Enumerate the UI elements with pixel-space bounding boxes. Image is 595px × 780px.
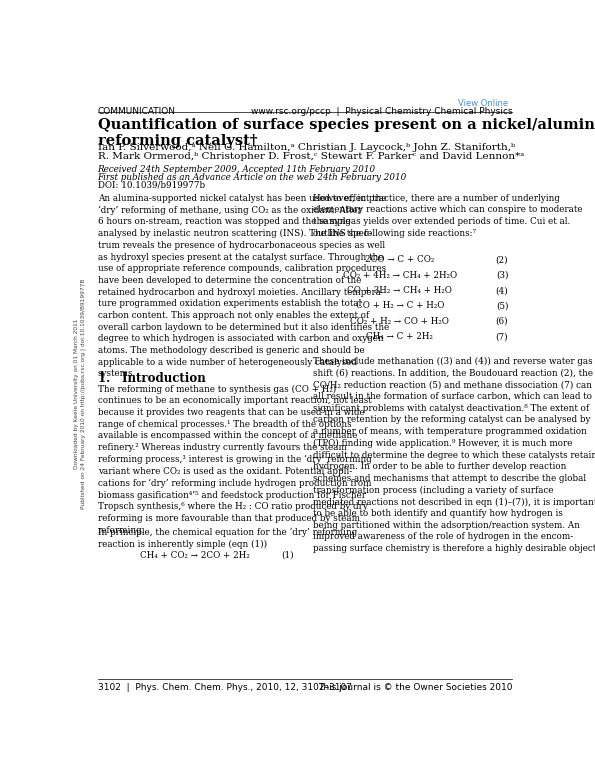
Text: In principle, the chemical equation for the ‘dry’ reforming
reaction is inherent: In principle, the chemical equation for … [98, 528, 357, 549]
Text: (2): (2) [496, 255, 508, 264]
Text: (5): (5) [496, 302, 508, 310]
Text: Ian P. Silverwood,ᵃ Neil G. Hamilton,ᵃ Christian J. Laycock,ᵇ John Z. Staniforth: Ian P. Silverwood,ᵃ Neil G. Hamilton,ᵃ C… [98, 143, 515, 152]
Text: CO + H₂ → C + H₂O: CO + H₂ → C + H₂O [356, 302, 444, 310]
Text: CO₂ + H₂ → CO + H₂O: CO₂ + H₂ → CO + H₂O [350, 317, 449, 326]
Text: DOI: 10.1039/b919977b: DOI: 10.1039/b919977b [98, 181, 205, 190]
Text: CH₄ → C + 2H₂: CH₄ → C + 2H₂ [367, 332, 433, 342]
Text: (3): (3) [496, 271, 508, 280]
Text: COMMUNICATION: COMMUNICATION [98, 108, 176, 116]
Text: First published as an Advance Article on the web 24th February 2010: First published as an Advance Article on… [98, 173, 407, 182]
Text: Quantification of surface species present on a nickel/alumina methane
reforming : Quantification of surface species presen… [98, 119, 595, 148]
Text: View Online: View Online [458, 99, 508, 108]
Text: Received 24th September 2009, Accepted 11th February 2010: Received 24th September 2009, Accepted 1… [98, 165, 376, 174]
Text: (4): (4) [496, 286, 508, 295]
Text: (1): (1) [281, 551, 294, 560]
Text: These include methanation ((3) and (4)) and reverse water gas
shift (6) reaction: These include methanation ((3) and (4)) … [313, 357, 595, 553]
Text: 3102  |  Phys. Chem. Chem. Phys., 2010, 12, 3102–3107: 3102 | Phys. Chem. Chem. Phys., 2010, 12… [98, 682, 352, 692]
Text: CH₄ + CO₂ → 2CO + 2H₂: CH₄ + CO₂ → 2CO + 2H₂ [140, 551, 249, 560]
Text: R. Mark Ormerod,ᵇ Christopher D. Frost,ᶜ Stewart F. Parkerᶜ and David Lennon*ᵃ: R. Mark Ormerod,ᵇ Christopher D. Frost,ᶜ… [98, 152, 524, 161]
Text: This journal is © the Owner Societies 2010: This journal is © the Owner Societies 20… [318, 682, 512, 692]
Text: The reforming of methane to synthesis gas (CO + H₂)
continues to be an economica: The reforming of methane to synthesis ga… [98, 385, 371, 534]
Text: CO₂ + 4H₂ → CH₄ + 2H₂O: CO₂ + 4H₂ → CH₄ + 2H₂O [343, 271, 457, 280]
Text: 1. Introduction: 1. Introduction [98, 372, 205, 385]
Text: CO + 3H₂ → CH₄ + H₂O: CO + 3H₂ → CH₄ + H₂O [347, 286, 452, 295]
Text: www.rsc.org/pccp  |  Physical Chemistry Chemical Physics: www.rsc.org/pccp | Physical Chemistry Ch… [250, 108, 512, 116]
Text: An alumina-supported nickel catalyst has been used to effect the
‘dry’ reforming: An alumina-supported nickel catalyst has… [98, 193, 389, 378]
Text: (7): (7) [496, 332, 508, 342]
Text: However, in practice, there are a number of underlying
elementary reactions acti: However, in practice, there are a number… [313, 193, 583, 238]
Text: (6): (6) [496, 317, 508, 326]
Text: Downloaded by Keele University on 01 March 2011
Published on 24 February 2010 on: Downloaded by Keele University on 01 Mar… [74, 278, 86, 509]
Text: 2CO → C + CO₂: 2CO → C + CO₂ [365, 255, 434, 264]
